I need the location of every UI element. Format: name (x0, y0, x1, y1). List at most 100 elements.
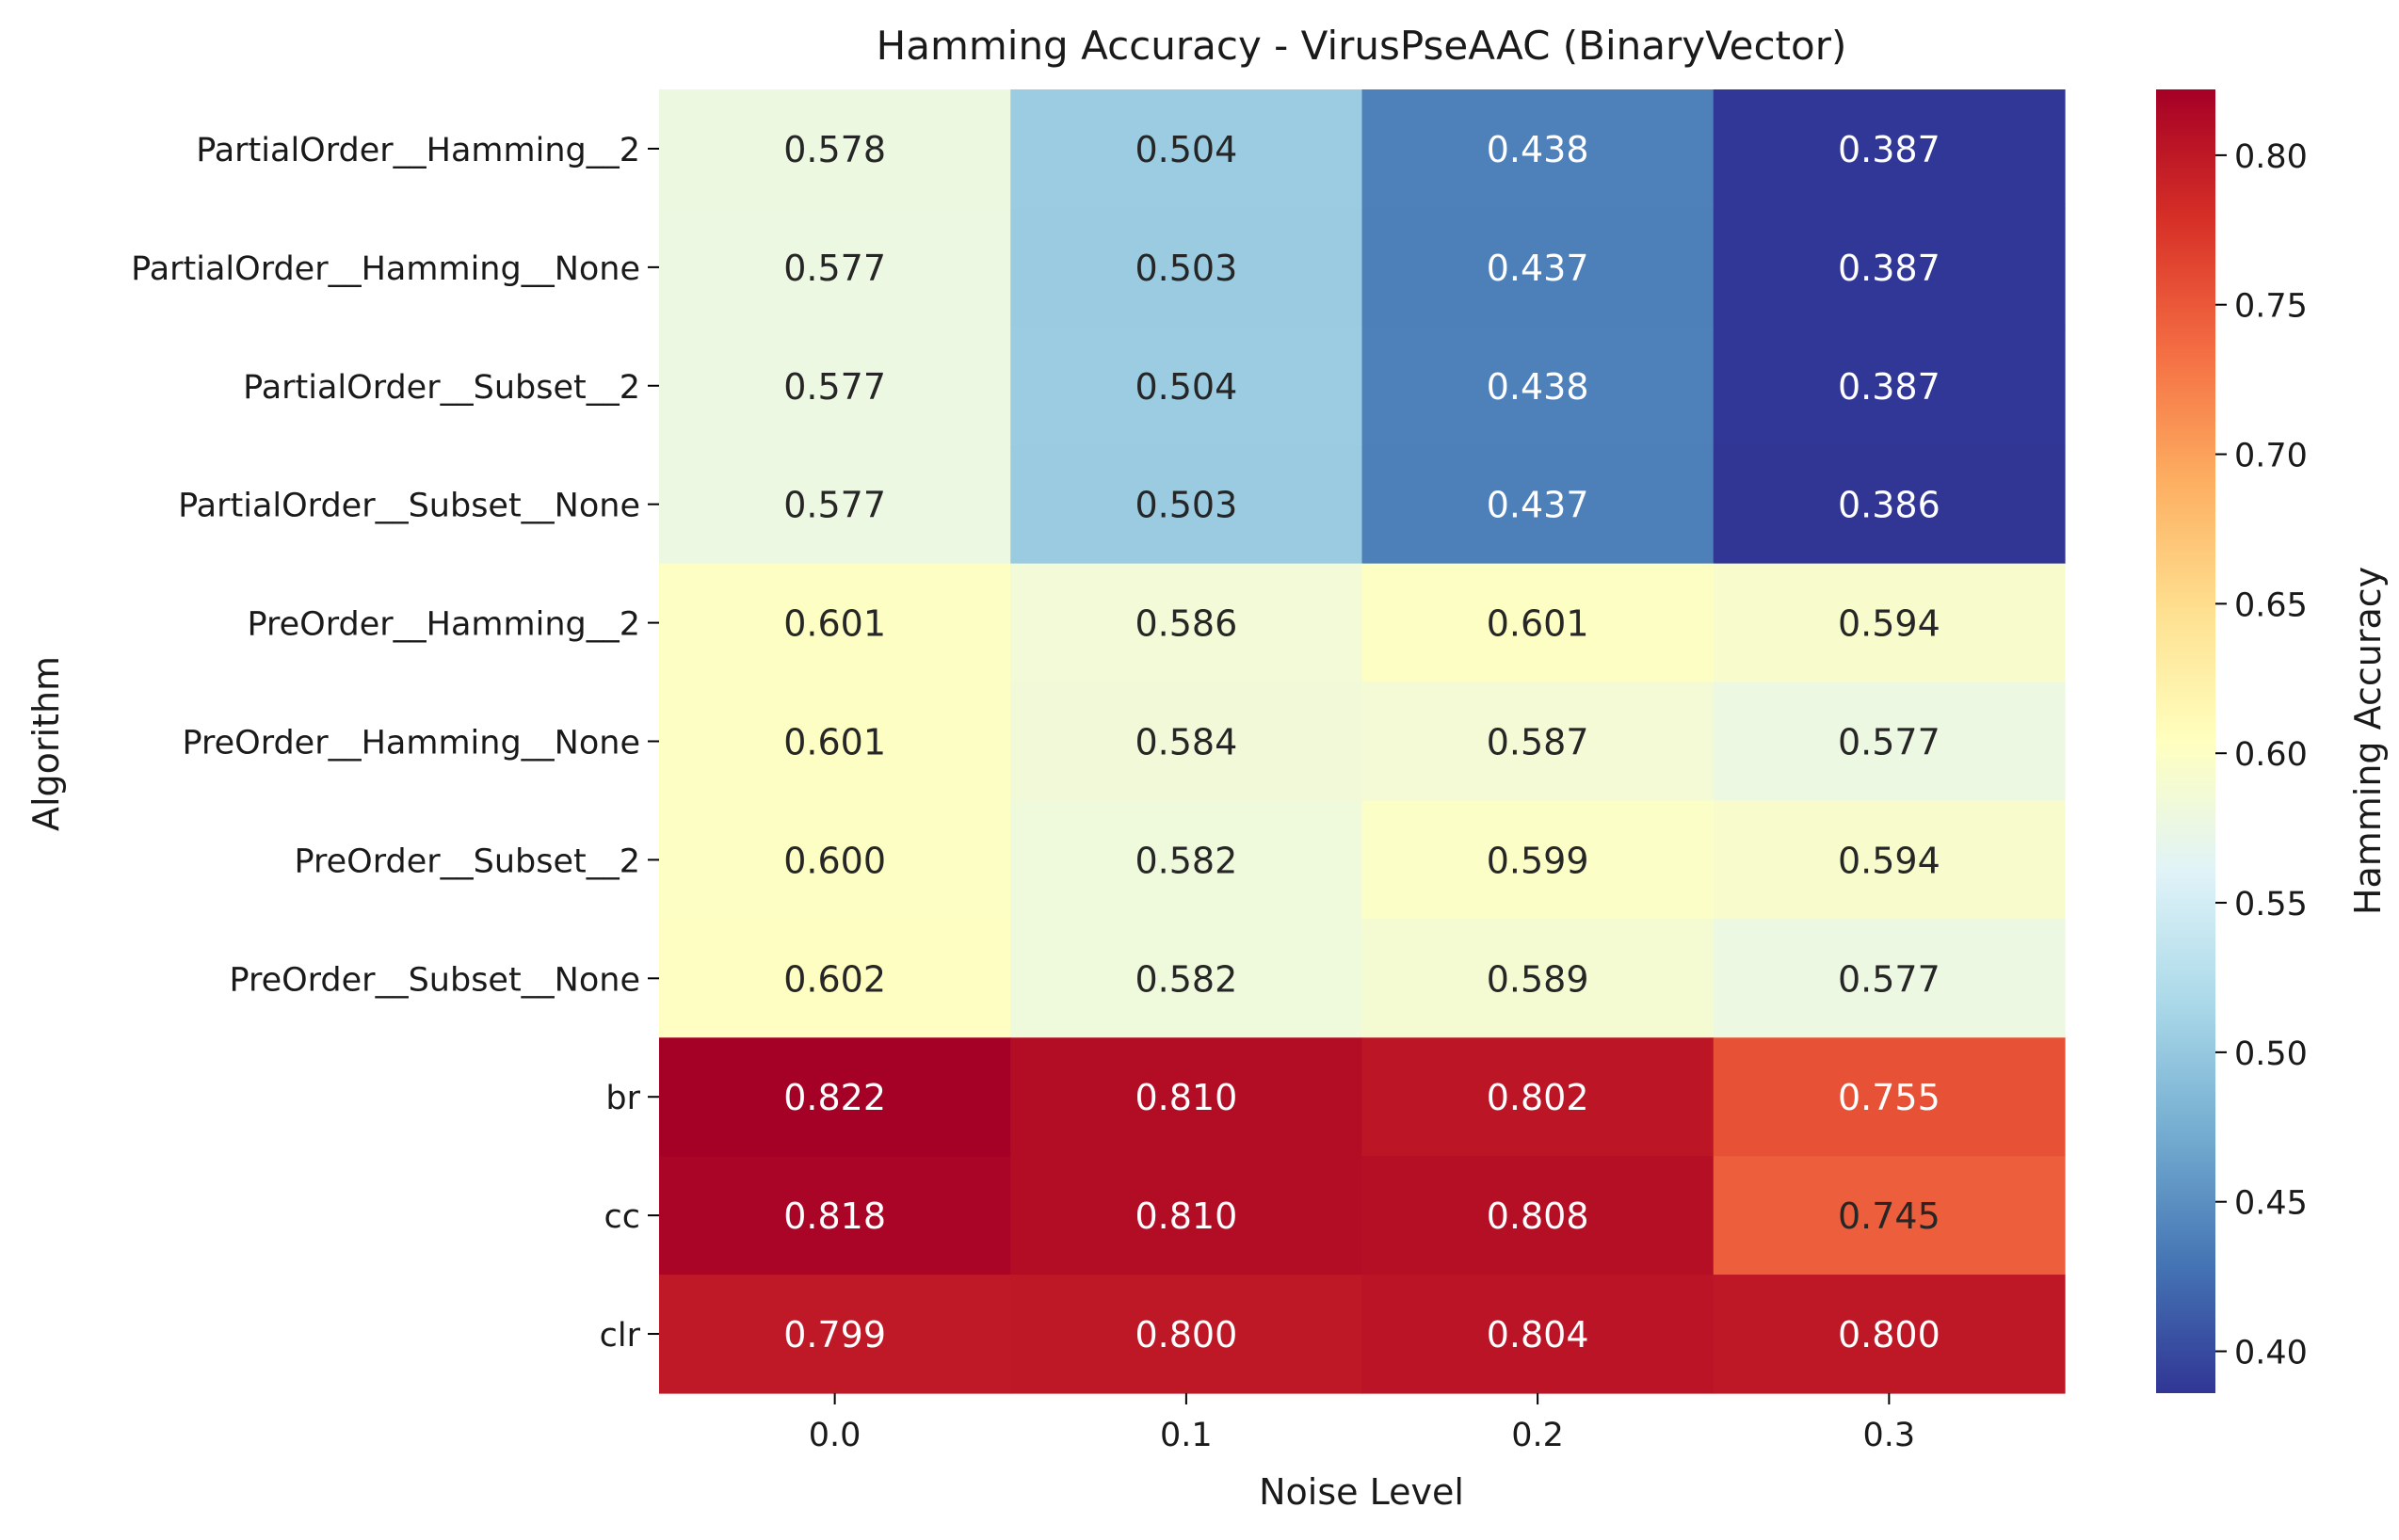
cell-value-label: 0.587 (1487, 722, 1589, 763)
cell-value-label: 0.745 (1838, 1195, 1940, 1237)
x-tick-label: 0.2 (1511, 1417, 1564, 1454)
cell-value-label: 0.577 (783, 248, 886, 289)
chart-title: Hamming Accuracy - VirusPseAAC (BinaryVe… (877, 23, 1847, 69)
heatmap-cell (1010, 1037, 1363, 1157)
cell-value-label: 0.503 (1135, 485, 1237, 526)
colorbar-tick-label: 0.40 (2234, 1335, 2308, 1372)
x-axis-label: Noise Level (1259, 1471, 1464, 1513)
y-tick-label: PreOrder__Hamming__2 (248, 606, 640, 644)
heatmap-cell (659, 682, 1011, 802)
cell-value-label: 0.387 (1838, 129, 1940, 170)
cell-value-label: 0.601 (783, 722, 886, 763)
heatmap-cell (659, 207, 1011, 328)
y-tick-label: PreOrder__Subset__2 (295, 842, 640, 880)
cell-value-label: 0.582 (1135, 958, 1237, 1000)
heatmap-cell (1361, 1156, 1715, 1275)
y-tick-label: cc (604, 1198, 641, 1236)
heatmap-cell (1713, 1275, 2066, 1394)
cell-value-label: 0.601 (1487, 603, 1589, 645)
cell-value-label: 0.437 (1487, 248, 1589, 289)
cell-value-label: 0.504 (1135, 366, 1237, 408)
cell-value-label: 0.578 (783, 129, 886, 170)
cell-value-label: 0.599 (1487, 840, 1589, 881)
cell-value-label: 0.577 (1838, 958, 1940, 1000)
heatmap-cell (1361, 1037, 1715, 1157)
cell-value-label: 0.594 (1838, 840, 1940, 881)
y-tick-label: PartialOrder__Hamming__None (131, 250, 640, 288)
heatmap-cell (1713, 682, 2066, 802)
heatmap-cell (1713, 89, 2066, 209)
heatmap-cells: 0.578 0.504 0.438 0.387 0.577 0.503 0.437 0.387… (659, 89, 2066, 1394)
heatmap-cell (1713, 1037, 2066, 1157)
x-tick-labels: 0.0 0.1 0.2 0.3 (809, 1393, 1915, 1454)
y-tick-label: PartialOrder__Subset__2 (243, 369, 640, 407)
heatmap-cell (1361, 444, 1715, 565)
heatmap-cell (1713, 1156, 2066, 1275)
heatmap-cell (1010, 444, 1363, 565)
heatmap-cell (1361, 919, 1715, 1038)
colorbar-tick-label: 0.45 (2234, 1185, 2308, 1223)
y-axis-label: Algorithm (25, 656, 67, 831)
cell-value-label: 0.818 (783, 1195, 886, 1237)
cell-value-label: 0.602 (783, 958, 886, 1000)
cell-value-label: 0.802 (1487, 1077, 1589, 1118)
cell-value-label: 0.582 (1135, 840, 1237, 881)
heatmap-cell (1361, 800, 1715, 920)
cell-value-label: 0.577 (783, 485, 886, 526)
x-tick-label: 0.1 (1160, 1417, 1213, 1454)
heatmap-cell (1713, 800, 2066, 920)
y-tick-label: PartialOrder__Hamming__2 (196, 132, 640, 169)
cell-value-label: 0.586 (1135, 603, 1237, 645)
cell-value-label: 0.600 (783, 840, 886, 881)
colorbar-tick-label: 0.75 (2234, 288, 2308, 326)
heatmap-cell (1361, 89, 1715, 209)
cell-value-label: 0.387 (1838, 248, 1940, 289)
colorbar-tick-label: 0.50 (2234, 1035, 2308, 1073)
heatmap-cell (659, 919, 1011, 1038)
heatmap-cell (1010, 1156, 1363, 1275)
heatmap-cell (659, 563, 1011, 683)
heatmap-cell (1010, 207, 1363, 328)
heatmap-cell (1010, 89, 1363, 209)
heatmap-cell (659, 444, 1011, 565)
y-tick-label: PreOrder__Subset__None (229, 961, 640, 999)
heatmap-cell (659, 326, 1011, 446)
x-tick-label: 0.0 (809, 1417, 861, 1454)
cell-value-label: 0.577 (783, 366, 886, 408)
colorbar (2156, 89, 2215, 1393)
cell-value-label: 0.810 (1135, 1077, 1237, 1118)
heatmap-cell (1361, 1275, 1715, 1394)
y-tick-label: PartialOrder__Subset__None (178, 488, 640, 525)
heatmap-cell (1713, 444, 2066, 565)
heatmap-cell (1010, 682, 1363, 802)
colorbar-tick-label: 0.60 (2234, 736, 2308, 774)
x-tick-label: 0.3 (1863, 1417, 1916, 1454)
colorbar-label: Hamming Accuracy (2347, 567, 2389, 915)
heatmap-cell (1010, 919, 1363, 1038)
colorbar-tick-label: 0.65 (2234, 586, 2308, 624)
colorbar-tick-label: 0.70 (2234, 438, 2308, 475)
y-tick-label: PreOrder__Hamming__None (183, 725, 641, 762)
heatmap-cell (659, 1037, 1011, 1157)
cell-value-label: 0.804 (1487, 1314, 1589, 1356)
y-tick-label: br (605, 1080, 640, 1117)
cell-value-label: 0.438 (1487, 129, 1589, 170)
y-tick-labels: PartialOrder__Hamming__2 PartialOrder__Ha… (131, 132, 659, 1355)
heatmap-cell (1713, 207, 2066, 328)
cell-value-label: 0.503 (1135, 248, 1237, 289)
heatmap-cell (1010, 1275, 1363, 1394)
heatmap-cell (659, 89, 1011, 209)
colorbar-tick-label: 0.55 (2234, 886, 2308, 923)
cell-value-label: 0.810 (1135, 1195, 1237, 1237)
heatmap-cell (1010, 800, 1363, 920)
cell-value-label: 0.577 (1838, 722, 1940, 763)
heatmap-cell (1361, 207, 1715, 328)
cell-value-label: 0.504 (1135, 129, 1237, 170)
cell-value-label: 0.799 (783, 1314, 886, 1356)
heatmap-cell (659, 1156, 1011, 1275)
cell-value-label: 0.589 (1487, 958, 1589, 1000)
heatmap-cell (1361, 326, 1715, 446)
cell-value-label: 0.822 (783, 1077, 886, 1118)
